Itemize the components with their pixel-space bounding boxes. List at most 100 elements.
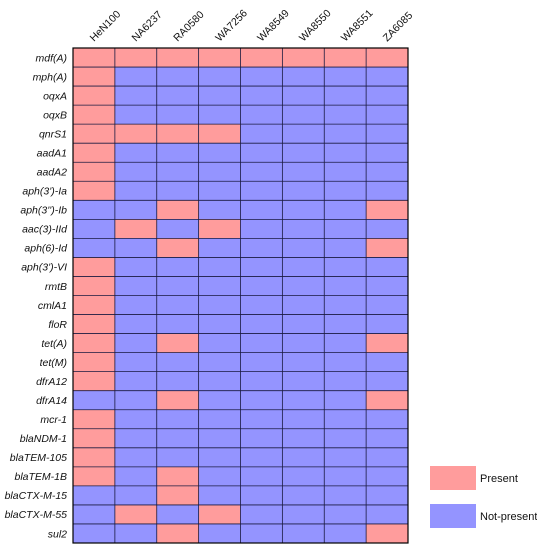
heatmap-cell <box>324 162 367 182</box>
heatmap-cell <box>73 409 115 429</box>
heatmap-cell <box>156 523 199 543</box>
heatmap-cell <box>282 447 325 467</box>
heatmap-cell <box>73 314 115 334</box>
heatmap-cell <box>114 466 157 486</box>
heatmap-cell <box>156 504 199 524</box>
heatmap-cell <box>282 257 325 277</box>
column-label: HeN100 <box>88 8 124 44</box>
heatmap-cell <box>114 447 157 467</box>
heatmap-cell <box>282 295 325 315</box>
heatmap-cell <box>114 105 157 125</box>
heatmap-cell <box>198 504 241 524</box>
heatmap-cell <box>366 428 408 448</box>
heatmap-cell <box>324 219 367 239</box>
heatmap-cell <box>324 86 367 106</box>
heatmap-cell <box>73 257 115 277</box>
heatmap-cell <box>240 447 283 467</box>
row-label: aph(3')-Ia <box>22 186 67 198</box>
heatmap-cell <box>114 485 157 505</box>
heatmap-cell <box>282 485 325 505</box>
heatmap-cell <box>156 238 199 258</box>
heatmap-cell <box>114 295 157 315</box>
heatmap-cell <box>73 466 115 486</box>
heatmap-cell <box>282 143 325 163</box>
heatmap-cell <box>282 162 325 182</box>
heatmap-cell <box>240 181 283 201</box>
heatmap-cell <box>73 238 115 258</box>
heatmap-cell <box>198 352 241 372</box>
heatmap-cell <box>240 352 283 372</box>
row-label: oqxA <box>43 90 67 102</box>
heatmap-cell <box>114 371 157 391</box>
heatmap-cell <box>240 504 283 524</box>
heatmap-cell <box>156 390 199 410</box>
heatmap-cell <box>282 86 325 106</box>
heatmap-cell <box>324 276 367 296</box>
heatmap-cell <box>240 238 283 258</box>
heatmap-cell <box>198 447 241 467</box>
heatmap-cell <box>240 466 283 486</box>
heatmap-cell <box>114 523 157 543</box>
heatmap-cell <box>366 238 408 258</box>
heatmap-cell <box>282 200 325 220</box>
heatmap-cell <box>282 238 325 258</box>
heatmap-cell <box>156 48 199 68</box>
heatmap-cell <box>198 238 241 258</box>
heatmap-cell <box>114 390 157 410</box>
heatmap-cell <box>73 523 115 543</box>
heatmap-cell <box>198 371 241 391</box>
heatmap-cell <box>198 295 241 315</box>
heatmap-cell <box>198 333 241 353</box>
heatmap-cell <box>198 409 241 429</box>
heatmap-cell <box>282 371 325 391</box>
legend-swatch <box>430 466 476 490</box>
heatmap-cell <box>73 428 115 448</box>
heatmap-cell <box>156 124 199 144</box>
heatmap-cell <box>156 162 199 182</box>
heatmap-cell <box>198 200 241 220</box>
column-labels: HeN100 NA6237 RA0580 WA7256 WA8549 WA8550 WA85… <box>88 7 416 44</box>
column-label: WA7256 <box>213 7 250 44</box>
heatmap-cell <box>156 447 199 467</box>
row-label: mdf(A) <box>36 52 68 64</box>
heatmap-cell <box>324 257 367 277</box>
heatmap-cell <box>198 124 241 144</box>
heatmap-cell <box>240 48 283 68</box>
row-labels: mdf(A) mph(A) oqxA oqxB qnrS1 aadA1 aadA2 aph(3… <box>5 52 69 540</box>
heatmap-cell <box>240 276 283 296</box>
heatmap-cell <box>282 352 325 372</box>
heatmap-cell <box>114 257 157 277</box>
heatmap-cell <box>324 504 367 524</box>
heatmap-cell <box>73 504 115 524</box>
heatmap-cell <box>366 181 408 201</box>
row-label: aph(6)-Id <box>24 243 68 255</box>
legend-swatch <box>430 504 476 528</box>
heatmap-cell <box>282 428 325 448</box>
heatmap-cell <box>198 428 241 448</box>
heatmap-cell <box>282 523 325 543</box>
heatmap-cell <box>366 219 408 239</box>
heatmap-cell <box>282 409 325 429</box>
row-label: blaCTX-M-15 <box>5 490 68 502</box>
heatmap-cell <box>198 219 241 239</box>
heatmap-cell <box>156 105 199 125</box>
heatmap-cell <box>156 257 199 277</box>
column-label: WA8551 <box>339 7 376 44</box>
heatmap-cell <box>282 276 325 296</box>
heatmap-cell <box>73 485 115 505</box>
row-label: mph(A) <box>33 71 67 83</box>
heatmap-cell <box>73 143 115 163</box>
heatmap-cell <box>366 276 408 296</box>
row-label: mcr-1 <box>40 414 67 426</box>
heatmap-cell <box>324 352 367 372</box>
plot-border <box>72 47 409 544</box>
heatmap-cell <box>73 162 115 182</box>
heatmap-cell <box>240 523 283 543</box>
row-label: aadA2 <box>37 167 68 179</box>
heatmap-cell <box>156 181 199 201</box>
heatmap-cell <box>366 390 408 410</box>
heatmap-cell <box>324 181 367 201</box>
heatmap-cell <box>114 86 157 106</box>
heatmap-cell <box>324 447 367 467</box>
heatmap-cell <box>282 390 325 410</box>
